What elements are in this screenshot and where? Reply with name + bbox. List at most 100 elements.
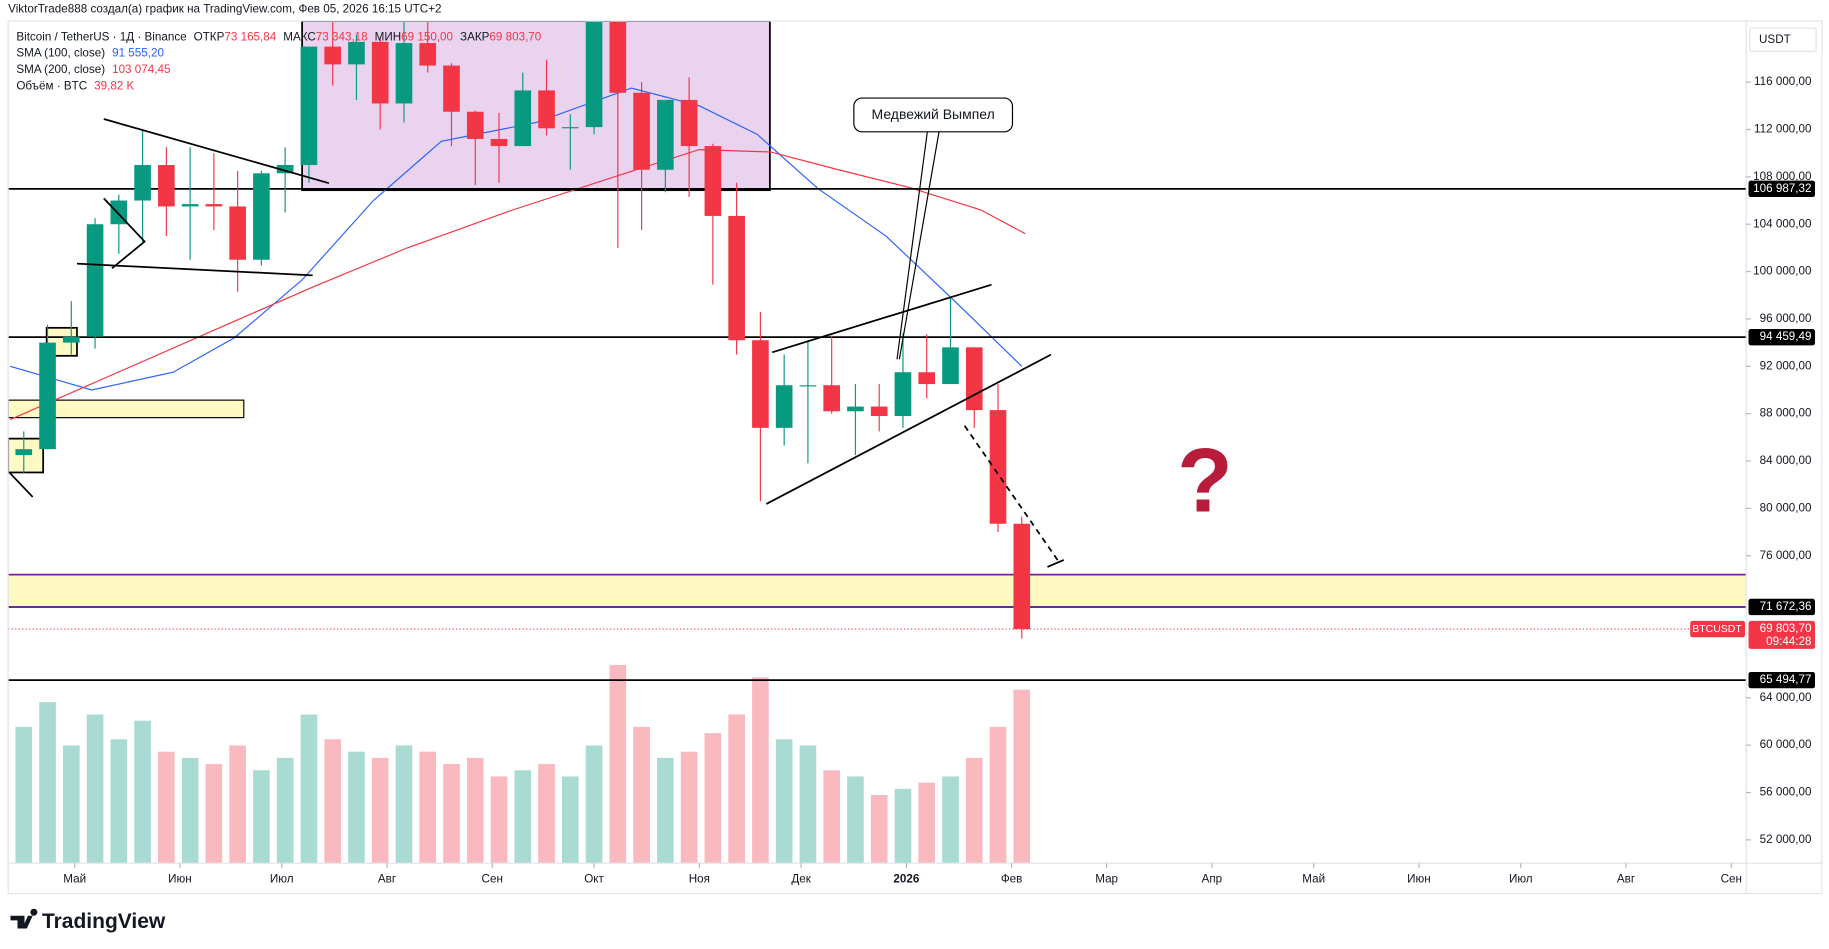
- volume-bar: [989, 726, 1007, 864]
- volume-bar: [443, 764, 460, 864]
- last-price-label: 69 803,70: [1760, 622, 1812, 635]
- volume-bar: [942, 776, 959, 864]
- y-tick-label: 92 000,00: [1760, 359, 1812, 372]
- x-tick-label: Ноя: [689, 873, 710, 886]
- level-label-box: [1748, 329, 1816, 346]
- candle-body: [894, 372, 912, 417]
- volume-bar: [371, 757, 389, 864]
- countdown: 09:44:28: [1766, 635, 1811, 648]
- candle-body: [561, 127, 579, 129]
- y-tick-label: 80 000,00: [1760, 501, 1812, 514]
- callout-pointer: [896, 131, 928, 360]
- trend-line: [103, 197, 146, 270]
- ohlc-value: 69 803,70: [489, 30, 541, 43]
- level-label: 71 672,36: [1760, 600, 1812, 613]
- volume-bar: [752, 677, 769, 864]
- legend-volume: Объём · BTC 39,82 K: [16, 79, 134, 92]
- candle-body: [965, 347, 983, 411]
- candle-body: [348, 41, 365, 65]
- volume-bar: [728, 714, 745, 864]
- drawings: [8, 97, 1065, 568]
- volume-value: 39,82 K: [94, 79, 134, 92]
- y-tick-label: 60 000,00: [1760, 738, 1812, 751]
- volume-bar: [918, 782, 936, 864]
- candle-body: [253, 173, 270, 260]
- level-label: 65 494,77: [1760, 673, 1812, 686]
- candle-body: [371, 41, 389, 104]
- plot: [8, 21, 1747, 864]
- volume-bar: [609, 664, 627, 864]
- volume-bar: [276, 757, 294, 864]
- volume-bar: [514, 770, 532, 864]
- x-tick-label: Июл: [1509, 873, 1533, 886]
- callout-pointer: [898, 131, 940, 360]
- level-label: 94 459,49: [1760, 330, 1812, 343]
- candle-body: [728, 215, 745, 341]
- brand: TradingView: [42, 910, 166, 933]
- x-tick-label: 2026: [893, 873, 919, 886]
- legend-sma: SMA (100, close) 91 555,20: [16, 47, 164, 60]
- x-tick-label: Июн: [1407, 873, 1431, 886]
- symbol-label: BTCUSDT: [1692, 624, 1742, 635]
- y-tick-label: 112 000,00: [1754, 123, 1812, 136]
- volume-name: Объём · BTC: [16, 79, 87, 92]
- volume-bar: [704, 733, 722, 864]
- logo-icon: [10, 908, 38, 929]
- y-tick-label: 116 000,00: [1754, 75, 1812, 88]
- volume-bar: [419, 751, 437, 864]
- candle-body: [39, 342, 56, 450]
- legend-symbol: Bitcoin / TetherUS · 1Д · Binance ОТКР73 …: [16, 30, 541, 43]
- trend-line: [103, 118, 330, 185]
- candle-body: [704, 146, 722, 216]
- candle-body: [466, 111, 484, 139]
- x-tick-label: Фев: [1001, 873, 1023, 886]
- ohlc-key: МАКС: [283, 30, 316, 43]
- ohlc-key: ОТКР: [194, 30, 225, 43]
- volume-bar: [561, 776, 579, 864]
- y-tick-label: 52 000,00: [1760, 833, 1812, 846]
- level-label-box: [1748, 671, 1816, 689]
- candle-body: [15, 449, 33, 456]
- x-tick-label: Сен: [482, 873, 503, 886]
- volume-bar: [348, 751, 365, 864]
- volume-bar: [158, 751, 175, 864]
- y-tick-label: 104 000,00: [1753, 217, 1812, 230]
- symbol: Bitcoin / TetherUS · 1Д · Binance: [16, 30, 186, 43]
- x-tick-label: Дек: [791, 873, 811, 886]
- candle-body: [657, 99, 674, 170]
- y-tick-label: 108 000,00: [1753, 170, 1812, 183]
- last-price-box: [1748, 620, 1816, 649]
- volume-bar: [181, 757, 199, 864]
- candle-body: [229, 206, 246, 260]
- candle-body: [205, 204, 223, 207]
- candle-body: [514, 90, 532, 147]
- x-tick-label: Сен: [1721, 873, 1742, 886]
- volume-bar: [62, 745, 80, 864]
- volume-bar: [657, 757, 674, 864]
- volume-bar: [395, 745, 413, 864]
- y-tick-label: 56 000,00: [1760, 786, 1812, 799]
- volume-bar: [205, 764, 223, 864]
- candle-body: [823, 385, 841, 412]
- zone-box: [8, 437, 45, 474]
- volume-bar: [965, 757, 983, 864]
- candle-body: [799, 385, 817, 387]
- ohlc-value: 73 165,84: [224, 30, 276, 43]
- candle-body: [870, 406, 888, 417]
- candle-body: [276, 165, 294, 174]
- volume-bar: [39, 702, 56, 864]
- y-tick-label: 76 000,00: [1760, 549, 1812, 562]
- x-tick-label: Май: [1302, 873, 1325, 886]
- candle-body: [443, 65, 460, 112]
- volume-bar: [538, 764, 555, 864]
- x-tick-label: Июл: [270, 873, 294, 886]
- volume-bar: [15, 726, 33, 864]
- currency: USDT: [1759, 33, 1791, 46]
- candle-body: [324, 46, 342, 65]
- candle-body: [419, 43, 437, 66]
- legend-sma: SMA (200, close) 103 074,45: [16, 63, 170, 76]
- logo: TradingView: [10, 908, 166, 933]
